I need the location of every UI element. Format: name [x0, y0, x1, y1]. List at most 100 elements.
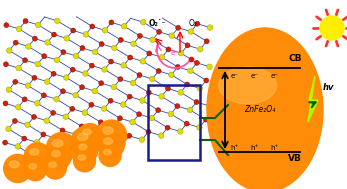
Circle shape [204, 78, 209, 83]
Circle shape [165, 125, 170, 130]
Circle shape [69, 146, 74, 150]
Circle shape [54, 18, 60, 24]
Circle shape [83, 71, 88, 76]
Circle shape [146, 90, 151, 95]
Circle shape [185, 43, 190, 48]
Circle shape [22, 136, 27, 141]
Circle shape [92, 127, 97, 133]
Ellipse shape [103, 138, 112, 144]
Circle shape [176, 25, 181, 30]
Circle shape [137, 33, 142, 38]
Circle shape [118, 77, 123, 82]
Circle shape [89, 63, 94, 68]
Circle shape [64, 36, 69, 41]
Circle shape [141, 19, 146, 25]
Circle shape [22, 97, 27, 102]
Circle shape [101, 145, 107, 150]
Circle shape [102, 27, 108, 33]
Circle shape [197, 85, 203, 91]
Text: h⁺: h⁺ [271, 145, 279, 151]
Circle shape [60, 89, 66, 94]
Ellipse shape [219, 67, 277, 104]
Bar [148, 85, 200, 160]
Circle shape [175, 104, 180, 109]
Text: h⁺: h⁺ [231, 145, 239, 151]
Text: O₂: O₂ [188, 19, 197, 28]
Circle shape [4, 23, 9, 28]
Circle shape [5, 165, 11, 171]
Circle shape [23, 19, 28, 24]
Text: e⁻: e⁻ [251, 73, 259, 79]
Circle shape [139, 98, 145, 103]
Text: e⁻: e⁻ [171, 48, 179, 57]
Circle shape [188, 29, 194, 34]
Circle shape [159, 54, 165, 60]
Circle shape [197, 125, 202, 130]
Circle shape [194, 60, 200, 65]
Circle shape [44, 79, 50, 84]
Circle shape [127, 133, 132, 138]
Circle shape [159, 94, 164, 99]
Circle shape [169, 33, 175, 39]
Circle shape [3, 62, 8, 67]
Circle shape [7, 48, 12, 53]
Circle shape [82, 149, 87, 155]
Circle shape [63, 114, 69, 119]
Circle shape [53, 136, 59, 141]
Circle shape [90, 24, 95, 29]
Circle shape [15, 105, 21, 110]
Circle shape [149, 115, 154, 121]
Circle shape [60, 128, 65, 133]
Circle shape [121, 23, 127, 29]
Circle shape [147, 51, 152, 56]
Circle shape [70, 67, 75, 72]
Circle shape [3, 101, 8, 106]
Circle shape [99, 81, 104, 86]
Circle shape [197, 46, 203, 52]
Text: h⁺: h⁺ [251, 145, 259, 151]
Ellipse shape [98, 132, 124, 158]
Ellipse shape [9, 161, 19, 168]
Circle shape [108, 137, 113, 142]
Ellipse shape [24, 159, 46, 181]
Circle shape [70, 106, 75, 111]
Circle shape [194, 100, 199, 105]
Circle shape [51, 32, 57, 37]
Circle shape [12, 158, 17, 163]
Circle shape [169, 72, 174, 78]
Circle shape [207, 25, 213, 30]
Circle shape [16, 65, 22, 71]
Ellipse shape [74, 139, 98, 163]
Circle shape [109, 59, 113, 64]
Text: O₂˙⁻: O₂˙⁻ [148, 19, 166, 28]
Text: ZnFe₂O₄: ZnFe₂O₄ [244, 105, 276, 115]
Circle shape [82, 110, 88, 115]
Circle shape [64, 75, 69, 80]
Circle shape [206, 103, 212, 109]
Circle shape [32, 114, 36, 119]
Circle shape [41, 93, 46, 98]
Circle shape [54, 96, 59, 102]
Circle shape [26, 44, 31, 49]
Circle shape [54, 57, 60, 63]
Ellipse shape [78, 155, 86, 160]
Text: e⁻: e⁻ [231, 73, 239, 79]
Ellipse shape [99, 144, 121, 166]
Circle shape [99, 42, 104, 46]
Circle shape [73, 92, 78, 98]
Circle shape [102, 67, 107, 72]
Ellipse shape [71, 126, 102, 156]
Circle shape [130, 80, 136, 86]
Ellipse shape [49, 162, 57, 167]
Circle shape [43, 157, 49, 163]
Circle shape [71, 28, 76, 33]
Circle shape [23, 58, 27, 63]
Circle shape [139, 137, 145, 143]
Circle shape [207, 64, 212, 70]
Circle shape [177, 129, 183, 134]
Circle shape [109, 20, 114, 25]
Circle shape [185, 82, 189, 87]
Ellipse shape [102, 127, 113, 134]
Circle shape [120, 141, 126, 146]
Circle shape [51, 71, 56, 76]
